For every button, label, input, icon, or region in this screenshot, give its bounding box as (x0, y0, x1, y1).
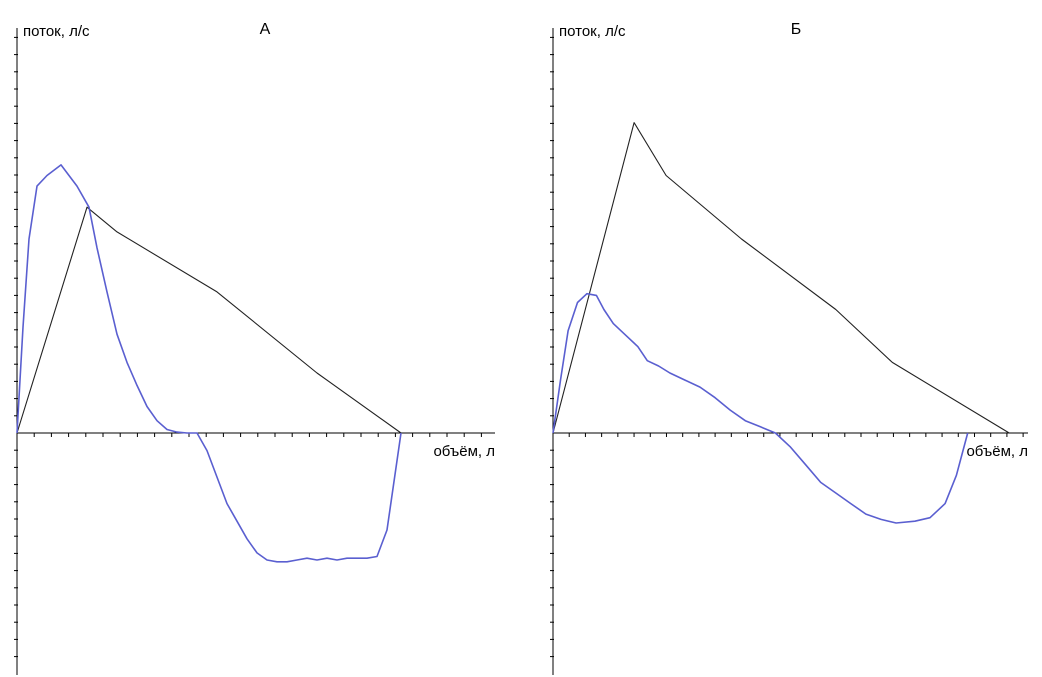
series-line-blue (552, 292, 969, 524)
x-axis-label: объём, л (966, 443, 1028, 460)
chart-title: А (260, 21, 271, 38)
chart-panel-b: поток, л/с объём, л Б (550, 21, 1028, 675)
series-line-black (16, 206, 402, 434)
y-axis-label: поток, л/с (559, 23, 626, 40)
series-line-blue (16, 164, 402, 563)
y-axis-label: поток, л/с (23, 23, 90, 40)
series-line-black (552, 122, 1010, 434)
chart-title: Б (791, 21, 802, 38)
x-axis-label: объём, л (433, 443, 495, 460)
chart-panel-a: поток, л/с объём, л А (14, 21, 495, 675)
